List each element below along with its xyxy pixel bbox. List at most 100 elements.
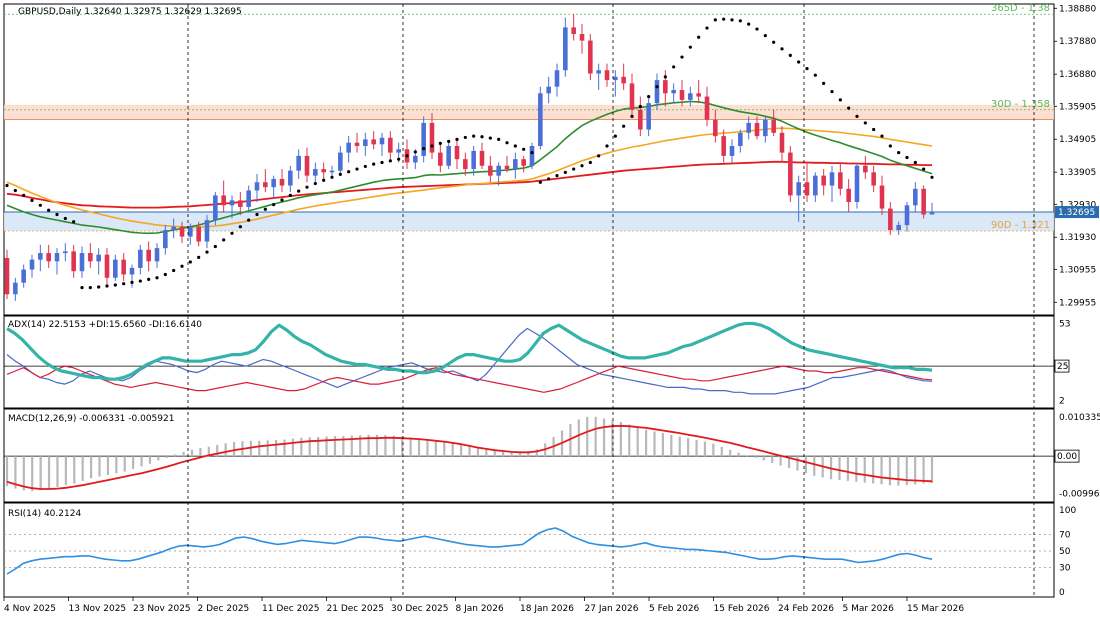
candle-body: [113, 259, 118, 278]
candle-body: [538, 93, 543, 146]
candle-body: [371, 139, 376, 145]
macd-axis-label: -0.009966: [1059, 490, 1100, 500]
candle-body: [696, 93, 701, 97]
macd-histogram-bar: [350, 435, 353, 457]
sar-dot: [138, 279, 142, 283]
candle-body: [563, 27, 568, 71]
candle-body: [496, 165, 501, 176]
macd-histogram-bar: [586, 416, 589, 457]
candle-body: [454, 145, 460, 160]
sar-dot: [447, 139, 451, 143]
sar-dot: [597, 154, 601, 158]
date-label: 5 Mar 2026: [843, 604, 895, 614]
macd-histogram-bar: [359, 435, 362, 457]
macd-axis-label: 0.010335: [1059, 413, 1100, 423]
sar-dot: [213, 244, 217, 249]
candle-body: [238, 200, 243, 207]
macd-histogram-bar: [384, 435, 387, 457]
macd-histogram-bar: [687, 438, 690, 457]
candle-body: [146, 249, 151, 262]
rsi-header: RSI(14) 40.2124: [8, 509, 81, 519]
main-pane-frame: [3, 3, 1055, 316]
macd-histogram-bar: [291, 438, 295, 457]
sar-dot: [838, 98, 842, 102]
candle-body: [804, 182, 810, 196]
candle-body: [579, 33, 585, 41]
candle-body: [913, 188, 918, 206]
sar-dot: [230, 231, 234, 235]
sar-dot: [897, 150, 901, 155]
sar-dot: [813, 73, 817, 77]
sar-dot: [247, 218, 251, 222]
sar-dot: [222, 238, 226, 242]
candle-body: [729, 145, 735, 156]
macd-histogram-bar: [333, 436, 337, 457]
macd-histogram-bar: [182, 451, 185, 457]
candle-body: [713, 119, 718, 137]
sar-dot: [672, 65, 676, 69]
candle-body: [929, 211, 935, 215]
ma-mid-line: [6, 127, 933, 228]
sar-dot: [913, 160, 917, 165]
candle-body: [138, 249, 143, 268]
sar-dot: [313, 181, 317, 186]
sar-dot: [147, 277, 151, 282]
macd-histogram-bar: [703, 441, 707, 457]
macd-histogram-bar: [300, 437, 303, 457]
macd-histogram-bar: [443, 441, 446, 457]
price-axis-label: 1.34905: [1059, 135, 1096, 145]
candle-body: [196, 226, 201, 242]
macd-histogram-bar: [56, 456, 59, 487]
sar-dot: [88, 286, 92, 290]
sar-dot: [38, 203, 42, 207]
macd-histogram-bar: [914, 456, 917, 485]
sar-dot: [188, 260, 192, 264]
candle-body: [71, 251, 76, 272]
macd-histogram-bar: [569, 424, 572, 457]
candle-body: [854, 165, 860, 202]
sar-dot: [113, 283, 117, 287]
sar-dot: [472, 134, 476, 138]
macd-histogram-bar: [224, 443, 227, 457]
candle-body: [271, 178, 276, 188]
sar-dot: [263, 207, 267, 211]
candle-body: [96, 254, 101, 262]
candle-body: [471, 150, 476, 170]
candle-body: [379, 137, 385, 145]
macd-histogram-bar: [695, 439, 698, 457]
candle-body: [388, 137, 393, 153]
rsi-axis-label: 100: [1059, 506, 1076, 516]
macd-histogram-bar: [771, 456, 774, 463]
date-label: 15 Mar 2026: [907, 604, 964, 614]
sar-dot: [372, 162, 376, 166]
date-label: 13 Nov 2025: [69, 604, 127, 614]
sar-dot: [172, 268, 176, 273]
candle-body: [204, 220, 210, 242]
sar-dot: [880, 134, 884, 138]
sar-dot: [722, 17, 726, 21]
macd-histogram-bar: [720, 446, 723, 457]
candle-body: [738, 132, 743, 146]
candle-body: [63, 251, 68, 254]
price-axis-label: 1.38880: [1059, 4, 1096, 14]
sar-dot: [647, 94, 651, 99]
macd-histogram-bar: [897, 456, 900, 486]
sar-dot: [872, 127, 876, 132]
sar-dot: [322, 178, 326, 182]
candle-body: [788, 152, 793, 196]
date-label: 27 Jan 2026: [585, 604, 639, 614]
rsi-pane-frame: [3, 502, 1055, 598]
sar-dot: [922, 167, 926, 171]
candle-body: [479, 150, 485, 166]
sar-dot: [763, 34, 767, 38]
candle-body: [654, 80, 660, 104]
sar-dot: [847, 106, 851, 110]
sar-dot: [863, 121, 867, 125]
sar-dot: [180, 264, 184, 268]
sar-dot: [280, 198, 284, 202]
macd-histogram-bar: [930, 456, 934, 484]
candle-body: [829, 172, 835, 186]
macd-histogram-bar: [342, 436, 345, 457]
candle-body: [288, 170, 293, 186]
